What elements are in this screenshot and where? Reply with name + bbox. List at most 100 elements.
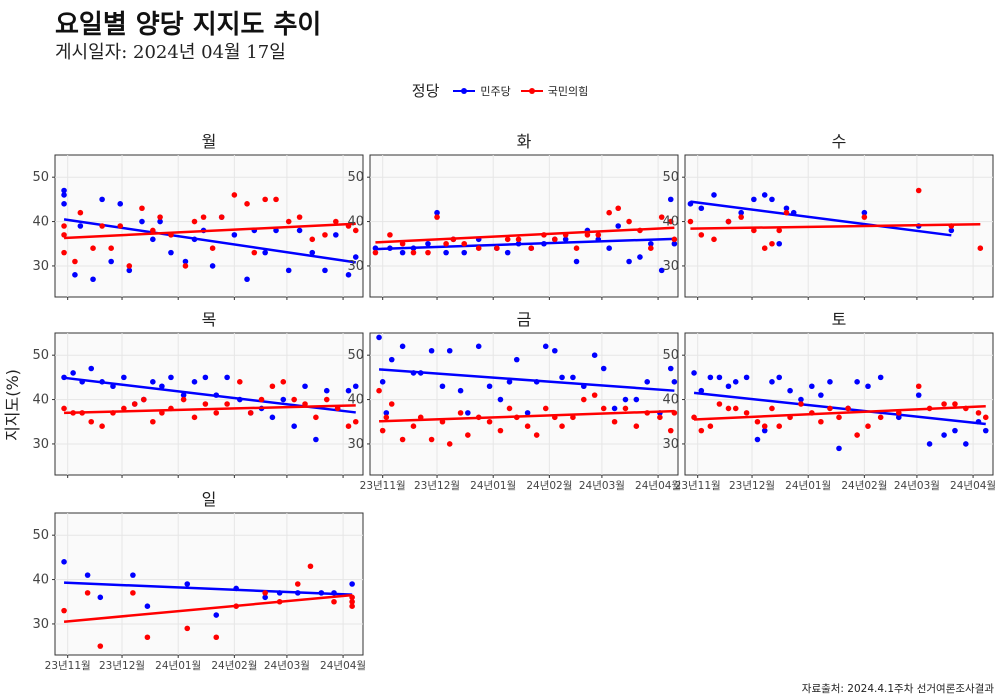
trend-line-democratic [690, 200, 952, 237]
point-democratic [168, 374, 174, 381]
point-ppp [457, 410, 464, 416]
point-democratic [761, 427, 768, 434]
y-tick-label: 30 [347, 437, 364, 452]
point-democratic [184, 581, 191, 587]
point-ppp [349, 598, 355, 605]
point-ppp [687, 218, 694, 225]
facet-label-3: 목 [202, 310, 217, 329]
point-ppp [446, 441, 453, 447]
point-ppp [180, 396, 187, 403]
point-democratic [570, 374, 576, 381]
point-democratic [117, 201, 124, 207]
trend-line-democratic [63, 218, 356, 264]
point-ppp [657, 414, 663, 421]
x-tick-label: 23년12월 [729, 480, 775, 492]
facet-label-5: 토 [832, 310, 847, 329]
point-ppp [524, 423, 531, 429]
point-democratic [776, 374, 783, 381]
point-ppp [307, 563, 314, 570]
point-ppp [915, 187, 922, 194]
point-democratic [783, 205, 790, 212]
point-democratic [302, 383, 308, 390]
point-democratic [90, 276, 96, 283]
point-democratic [262, 594, 268, 601]
point-ppp [552, 236, 558, 243]
legend-key-ppp [520, 85, 543, 97]
point-ppp [117, 223, 124, 229]
point-democratic [213, 612, 220, 618]
point-ppp [331, 598, 337, 605]
point-democratic [61, 201, 67, 207]
point-democratic [877, 374, 884, 381]
point-democratic [399, 249, 406, 256]
point-ppp [475, 245, 482, 251]
y-tick-label: 30 [347, 259, 364, 274]
x-tick-label: 24년02월 [526, 480, 572, 492]
x-tick-label: 24년03월 [264, 660, 310, 672]
trend-line-democratic [64, 581, 353, 596]
point-ppp [761, 245, 768, 251]
x-tick-label: 24년04월 [320, 660, 366, 672]
point-democratic [671, 240, 678, 247]
point-ppp [818, 418, 824, 425]
point-ppp [251, 249, 258, 256]
point-ppp [877, 414, 884, 421]
trend-line-ppp [63, 593, 353, 623]
point-democratic [751, 196, 757, 203]
point-democratic [798, 396, 804, 403]
facet-label-4: 금 [517, 310, 532, 329]
legend-label-democratic: 민주당 [480, 84, 511, 98]
point-ppp [99, 223, 105, 229]
point-ppp [443, 240, 449, 247]
point-democratic [446, 347, 453, 354]
point-ppp [982, 414, 989, 421]
point-ppp [865, 423, 871, 429]
point-democratic [707, 374, 714, 381]
point-ppp [285, 218, 292, 225]
trend-line-ppp [694, 404, 986, 421]
point-ppp [606, 209, 612, 216]
point-democratic [425, 240, 431, 247]
x-tick-label: 23년11월 [675, 480, 721, 492]
point-democratic [182, 258, 189, 265]
point-democratic [224, 374, 230, 381]
point-democratic [637, 254, 643, 260]
point-democratic [168, 249, 174, 256]
point-ppp [711, 236, 717, 243]
point-ppp [584, 232, 591, 238]
point-democratic [399, 343, 406, 350]
point-ppp [191, 218, 198, 225]
point-ppp [776, 227, 783, 234]
point-ppp [754, 418, 761, 425]
point-ppp [622, 405, 629, 412]
chart-title: 요일별 양당 지지도 추이 [55, 10, 322, 40]
point-ppp [139, 205, 145, 212]
point-democratic [667, 196, 674, 203]
point-democratic [671, 379, 678, 385]
point-ppp [213, 410, 220, 416]
panel-1 [369, 154, 679, 298]
point-democratic [600, 365, 607, 372]
x-tick-label: 24년02월 [841, 480, 887, 492]
point-democratic [108, 258, 114, 265]
point-ppp [626, 218, 632, 225]
point-democratic [562, 236, 569, 243]
y-tick-label: 50 [662, 170, 679, 185]
point-democratic [626, 258, 632, 265]
point-ppp [542, 405, 549, 412]
point-ppp [732, 405, 739, 412]
x-tick-label: 23년12월 [99, 660, 145, 672]
chart-subtitle: 게시일자: 2024년 04월 17일 [55, 42, 286, 63]
facet-label-6: 일 [202, 490, 217, 509]
point-ppp [465, 432, 471, 438]
point-ppp [383, 414, 390, 421]
point-ppp [90, 245, 96, 251]
point-ppp [494, 245, 500, 251]
point-democratic [309, 249, 316, 256]
point-democratic [615, 223, 622, 229]
point-ppp [61, 405, 67, 412]
x-tick-label: 24년03월 [579, 480, 625, 492]
y-tick-label: 50 [347, 348, 364, 363]
point-ppp [150, 418, 156, 425]
point-democratic [854, 379, 860, 385]
